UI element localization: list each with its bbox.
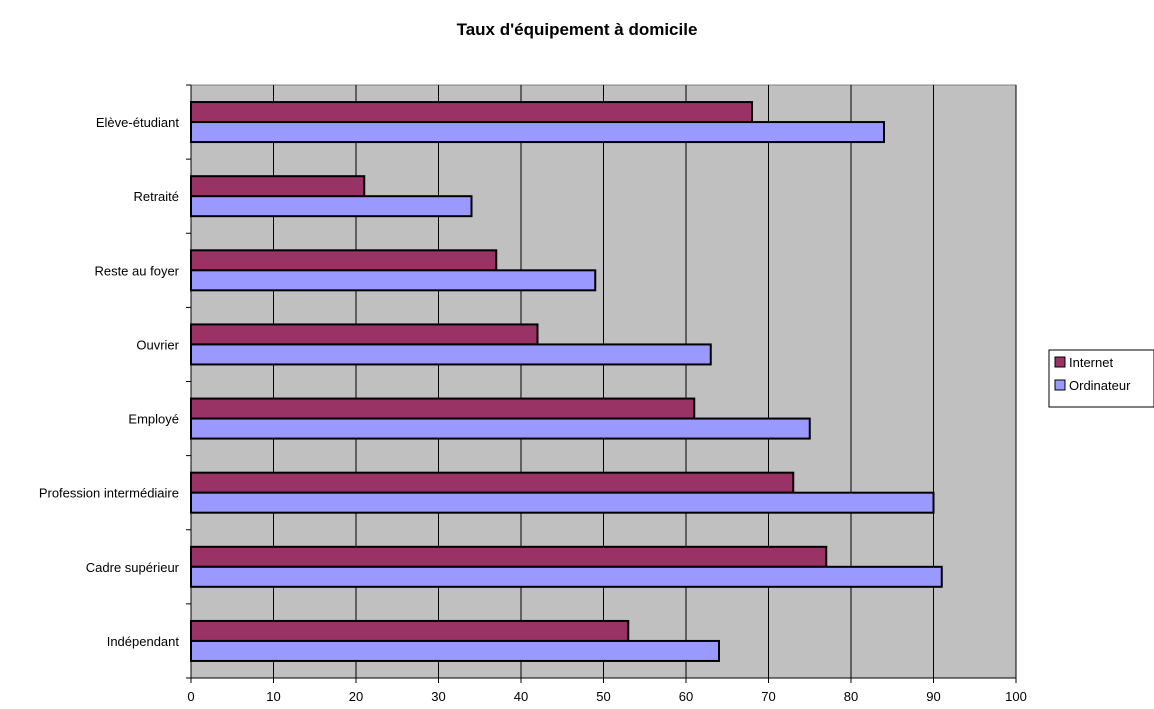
x-tick-label: 0 [187, 689, 194, 704]
category-label: Retraité [133, 189, 179, 204]
bar-ordinateur-3 [191, 344, 711, 364]
x-tick-label: 70 [761, 689, 775, 704]
category-label: Cadre supérieur [86, 560, 180, 575]
category-label: Profession intermédiaire [39, 486, 179, 501]
category-labels: Elève-étudiant Retraité Reste au foyer Ouvr… [39, 115, 180, 649]
x-tick-label: 30 [431, 689, 445, 704]
bar-ordinateur-7 [191, 641, 719, 661]
bar-internet-1 [191, 176, 364, 196]
legend: Internet Ordinateur [1049, 350, 1154, 407]
x-tick-label: 40 [514, 689, 528, 704]
x-tick-label: 100 [1005, 689, 1027, 704]
x-tick-labels: 0 10 20 30 40 50 60 70 80 90 100 [187, 689, 1026, 704]
category-label: Employé [128, 412, 179, 427]
bar-ordinateur-6 [191, 567, 942, 587]
bar-internet-7 [191, 621, 628, 641]
bar-ordinateur-2 [191, 270, 595, 290]
legend-swatch-internet [1055, 357, 1065, 367]
bar-internet-5 [191, 473, 793, 493]
category-label: Ouvrier [136, 337, 179, 352]
x-tick-label: 10 [266, 689, 280, 704]
legend-label-internet: Internet [1069, 355, 1113, 370]
x-tick-label: 80 [844, 689, 858, 704]
category-label: Reste au foyer [94, 263, 179, 278]
legend-swatch-ordinateur [1055, 380, 1065, 390]
bar-ordinateur-0 [191, 122, 884, 142]
bar-ordinateur-5 [191, 493, 934, 513]
bar-internet-0 [191, 102, 752, 122]
bar-ordinateur-4 [191, 419, 810, 439]
category-label: Indépendant [107, 634, 180, 649]
bar-internet-4 [191, 399, 694, 419]
bar-internet-3 [191, 324, 538, 344]
bar-ordinateur-1 [191, 196, 472, 216]
x-tick-label: 60 [679, 689, 693, 704]
chart-title: Taux d'équipement à domicile [457, 20, 698, 39]
x-tick-label: 90 [926, 689, 940, 704]
bar-internet-6 [191, 547, 826, 567]
x-tick-label: 50 [596, 689, 610, 704]
bar-internet-2 [191, 250, 496, 270]
x-tick-label: 20 [349, 689, 363, 704]
legend-label-ordinateur: Ordinateur [1069, 378, 1131, 393]
category-label: Elève-étudiant [96, 115, 179, 130]
